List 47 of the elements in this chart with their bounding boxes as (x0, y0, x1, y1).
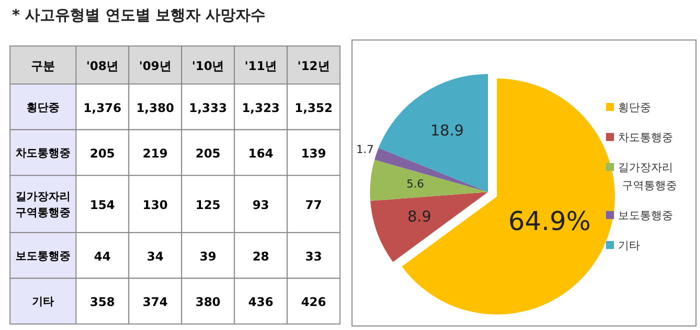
y-tick-label: 기타 (32, 295, 54, 308)
data-label: 5.6 (406, 178, 424, 191)
data-label: 219 (142, 146, 168, 161)
legend-label: 보도통행중 (618, 209, 673, 222)
y-tick-label: 횡단중 (26, 100, 60, 114)
x-tick-label: '09년 (139, 59, 172, 73)
data-label: 77 (305, 198, 322, 212)
data-label: 164 (248, 146, 274, 161)
data-label: 1,333 (189, 100, 227, 115)
data-label: 130 (142, 198, 168, 212)
data-label: 125 (195, 198, 221, 212)
x-tick-label: '12년 (297, 59, 330, 73)
legend-label: 길가장자리 구역통행중 (618, 161, 677, 192)
x-tick-label: '11년 (244, 59, 277, 73)
data-label: 1,352 (294, 100, 333, 115)
data-label: 436 (248, 295, 274, 310)
data-label: 1,380 (136, 100, 174, 115)
data-label: 426 (301, 295, 326, 310)
data-label: 93 (252, 198, 270, 212)
data-label: 33 (305, 249, 322, 264)
data-label: 8.9 (407, 208, 432, 226)
data-label: 205 (90, 146, 115, 161)
legend-label: 기타 (618, 239, 640, 252)
data-label: 28 (252, 249, 270, 264)
data-label: 34 (146, 249, 164, 264)
data-label: 1.7 (356, 142, 374, 156)
data-label: 374 (142, 295, 168, 310)
y-tick-label: 길가장자리 구역통행중 (16, 190, 70, 219)
data-label: 64.9% (508, 207, 591, 238)
y-axis-title: 구분 (31, 59, 55, 73)
data-label: 154 (90, 198, 115, 212)
data-label: 205 (195, 146, 221, 161)
data-label: 380 (195, 295, 221, 310)
legend-label: 횡단중 (618, 101, 651, 114)
data-label: 1,323 (242, 100, 280, 115)
y-tick-label: 보도통행중 (16, 249, 70, 262)
data-label: 39 (200, 249, 216, 264)
chart-title: * 사고유형별 연도별 보행자 사망자수 (12, 6, 266, 24)
data-label: 44 (94, 249, 111, 264)
data-label: 358 (90, 295, 115, 310)
y-tick-label: 차도통행중 (16, 146, 70, 160)
x-tick-label: '08년 (86, 59, 119, 73)
x-tick-label: '10년 (192, 59, 224, 73)
legend-label: 차도통행중 (618, 131, 673, 144)
data-label: 139 (301, 146, 326, 161)
data-label: 18.9 (430, 121, 464, 140)
data-label: 1,376 (83, 100, 122, 115)
